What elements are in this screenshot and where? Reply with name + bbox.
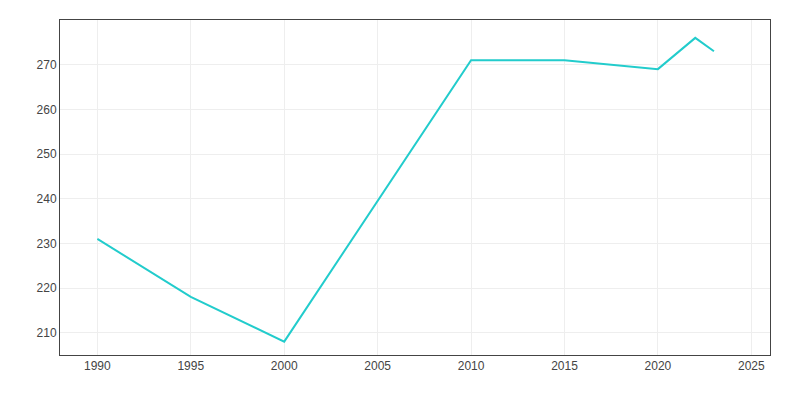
svg-text:2015: 2015 [551, 359, 578, 373]
svg-text:2000: 2000 [271, 359, 298, 373]
svg-text:260: 260 [37, 103, 57, 117]
svg-text:220: 220 [37, 281, 57, 295]
svg-text:1990: 1990 [84, 359, 111, 373]
svg-text:240: 240 [37, 192, 57, 206]
svg-text:270: 270 [37, 58, 57, 72]
svg-text:1995: 1995 [177, 359, 204, 373]
svg-text:2010: 2010 [458, 359, 485, 373]
svg-text:2020: 2020 [645, 359, 672, 373]
svg-text:2005: 2005 [364, 359, 391, 373]
svg-text:210: 210 [37, 326, 57, 340]
svg-text:2025: 2025 [738, 359, 765, 373]
svg-text:250: 250 [37, 147, 57, 161]
svg-text:230: 230 [37, 237, 57, 251]
